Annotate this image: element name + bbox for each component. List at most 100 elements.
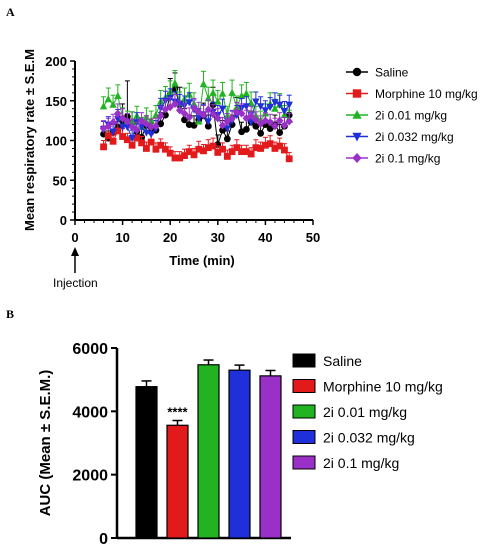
legend-swatch-2i-0-032-mg-kg: [292, 430, 316, 444]
legend-label-morphine-10-mg-kg: Morphine 10 mg/kg: [375, 87, 478, 101]
data-point-2i-0-01-mg-kg: [109, 100, 117, 108]
legend-marker-2i-0-1-mg-kg: [352, 152, 362, 164]
legend-marker-2i-0-01-mg-kg: [352, 109, 362, 119]
data-point-2i-0-1-mg-kg: [171, 99, 179, 109]
panel-b-letter: B: [6, 307, 14, 321]
data-point-2i-0-032-mg-kg: [252, 98, 260, 106]
data-point-2i-0-1-mg-kg: [128, 122, 136, 132]
data-point-morphine-10-mg-kg: [176, 154, 184, 162]
data-point-2i-0-032-mg-kg: [271, 99, 279, 107]
data-point-2i-0-1-mg-kg: [142, 119, 151, 128]
panel-a-x-tick-label: 20: [163, 230, 177, 245]
data-point-2i-0-1-mg-kg: [175, 106, 184, 115]
data-point-2i-0-1-mg-kg: [252, 115, 260, 124]
data-point-2i-0-1-mg-kg: [280, 121, 289, 130]
panel-a-x-tick-label: 50: [306, 230, 320, 245]
data-point-morphine-10-mg-kg: [138, 139, 146, 147]
data-point-morphine-10-mg-kg: [257, 145, 265, 152]
data-point-morphine-10-mg-kg: [219, 145, 226, 153]
data-point-2i-0-1-mg-kg: [237, 109, 246, 118]
legend-label-2i-0-01-mg-kg: 2i 0.01 mg/kg: [375, 109, 447, 123]
data-point-2i-0-032-mg-kg: [275, 101, 284, 109]
panel-a-x-axis-title: Time (min): [169, 253, 235, 268]
data-point-morphine-10-mg-kg: [252, 144, 260, 152]
data-point-2i-0-032-mg-kg: [280, 108, 289, 116]
data-point-saline: [276, 129, 284, 136]
data-point-morphine-10-mg-kg: [109, 137, 117, 145]
panel-b-y-tick-label: 6000: [72, 341, 108, 358]
data-point-2i-0-032-mg-kg: [137, 123, 146, 132]
data-point-morphine-10-mg-kg: [133, 134, 141, 142]
bar-saline: [135, 386, 158, 539]
legend-marker-2i-0-032-mg-kg: [352, 132, 362, 142]
data-point-2i-0-032-mg-kg: [247, 119, 255, 127]
data-point-saline: [162, 111, 169, 119]
data-point-2i-0-032-mg-kg: [118, 123, 127, 132]
data-point-2i-0-01-mg-kg: [209, 88, 217, 96]
legend-label-2i-0-01-mg-kg: 2i 0.01 mg/kg: [323, 404, 407, 420]
data-point-2i-0-1-mg-kg: [256, 119, 265, 128]
data-point-2i-0-032-mg-kg: [147, 131, 155, 139]
data-point-2i-0-1-mg-kg: [133, 126, 141, 135]
panel-a-y-tick-label: 150: [45, 94, 67, 109]
data-point-2i-0-1-mg-kg: [285, 117, 293, 126]
data-point-morphine-10-mg-kg: [276, 142, 284, 150]
data-point-morphine-10-mg-kg: [285, 155, 293, 163]
data-point-saline: [223, 135, 231, 143]
data-point-morphine-10-mg-kg: [266, 140, 274, 148]
data-point-2i-0-1-mg-kg: [266, 118, 274, 127]
data-point-2i-0-032-mg-kg: [195, 115, 203, 123]
data-point-2i-0-032-mg-kg: [185, 99, 193, 107]
data-point-2i-0-1-mg-kg: [109, 118, 117, 127]
data-point-2i-0-1-mg-kg: [204, 105, 213, 114]
data-point-2i-0-032-mg-kg: [204, 118, 213, 126]
data-point-2i-0-1-mg-kg: [228, 114, 236, 123]
data-point-2i-0-1-mg-kg: [166, 103, 174, 112]
data-point-morphine-10-mg-kg: [166, 149, 174, 157]
data-point-2i-0-01-mg-kg: [99, 102, 108, 110]
legend-label-2i-0-1-mg-kg: 2i 0.1 mg/kg: [323, 455, 399, 471]
panel-b-y-tick-label: 2000: [72, 468, 108, 485]
data-point-2i-0-01-mg-kg: [237, 91, 246, 100]
auc-bar-chart: AUC (Mean ± S.E.M.) 0 2000 4000 6000 **** S…: [37, 341, 443, 548]
data-point-2i-0-1-mg-kg: [147, 122, 155, 132]
data-point-2i-0-032-mg-kg: [218, 105, 227, 113]
data-point-2i-0-1-mg-kg: [233, 107, 241, 116]
data-point-2i-0-01-mg-kg: [114, 91, 122, 100]
panel-a-series-group: [99, 70, 293, 163]
data-point-2i-0-1-mg-kg: [185, 113, 193, 122]
data-point-2i-0-01-mg-kg: [214, 97, 222, 105]
data-point-2i-0-032-mg-kg: [123, 123, 132, 132]
data-point-2i-0-01-mg-kg: [242, 89, 251, 97]
data-point-2i-0-032-mg-kg: [285, 101, 293, 109]
data-point-2i-0-1-mg-kg: [104, 122, 113, 131]
data-point-morphine-10-mg-kg: [209, 142, 217, 150]
data-point-2i-0-032-mg-kg: [128, 135, 136, 143]
data-point-2i-0-032-mg-kg: [223, 125, 232, 133]
data-point-morphine-10-mg-kg: [247, 150, 255, 158]
data-point-morphine-10-mg-kg: [104, 132, 112, 140]
legend-swatch-2i-0-01-mg-kg: [292, 404, 316, 419]
bar-morphine-10-mg-kg: [166, 424, 189, 539]
data-point-2i-0-032-mg-kg: [261, 107, 270, 115]
data-point-2i-0-1-mg-kg: [137, 116, 146, 125]
data-point-saline: [204, 122, 212, 130]
data-point-morphine-10-mg-kg: [162, 145, 169, 153]
data-point-2i-0-01-mg-kg: [218, 89, 227, 97]
data-point-2i-0-1-mg-kg: [261, 116, 270, 125]
data-point-morphine-10-mg-kg: [143, 145, 150, 152]
legend-marker-morphine-10-mg-kg: [352, 89, 362, 98]
data-point-2i-0-1-mg-kg: [199, 110, 208, 120]
data-point-morphine-10-mg-kg: [281, 146, 288, 154]
data-point-2i-0-1-mg-kg: [114, 109, 122, 118]
data-point-2i-0-032-mg-kg: [266, 104, 274, 112]
data-point-2i-0-032-mg-kg: [242, 103, 251, 111]
panel-a-x-tick-label: 40: [258, 230, 272, 245]
data-point-2i-0-1-mg-kg: [156, 111, 165, 120]
legend-swatch-2i-0-1-mg-kg: [292, 455, 316, 470]
data-point-morphine-10-mg-kg: [262, 141, 269, 149]
data-point-2i-0-1-mg-kg: [118, 114, 127, 123]
legend-label-morphine-10-mg-kg: Morphine 10 mg/kg: [323, 379, 443, 395]
legend-label-2i-0-032-mg-kg: 2i 0.032 mg/kg: [323, 430, 415, 446]
